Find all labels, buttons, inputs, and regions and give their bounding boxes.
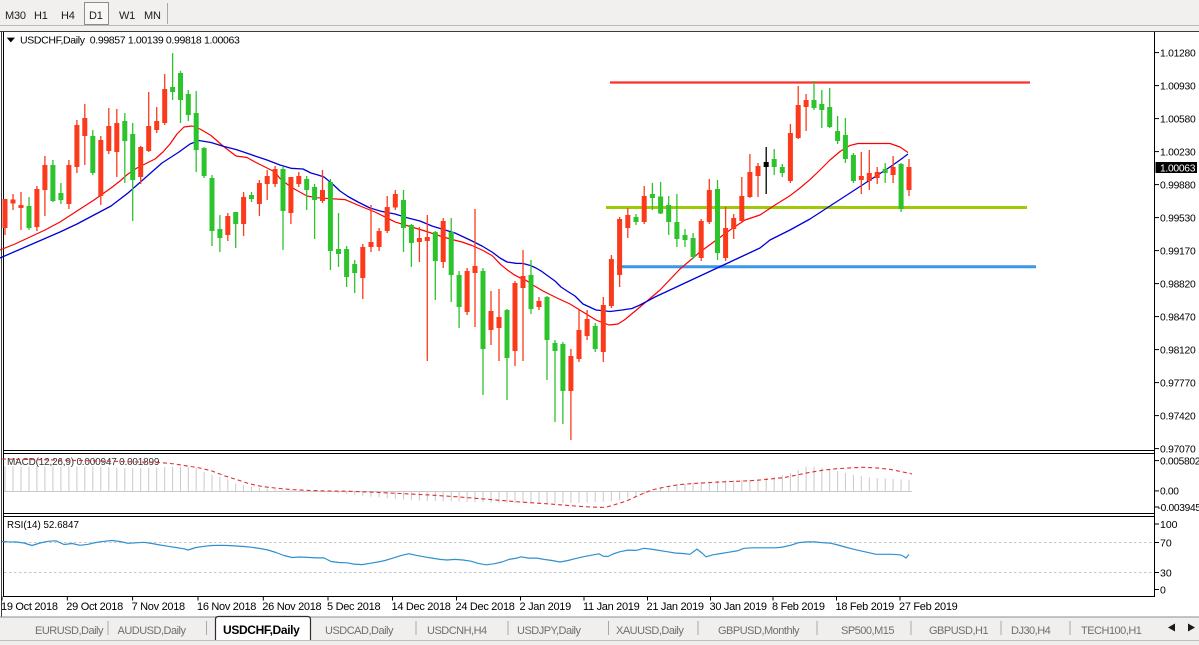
svg-text:1.00230: 1.00230: [1160, 147, 1196, 158]
svg-text:USDCAD,Daily: USDCAD,Daily: [325, 625, 394, 637]
svg-text:5 Dec 2018: 5 Dec 2018: [327, 601, 380, 613]
svg-text:H4: H4: [61, 10, 75, 22]
svg-text:0.97420: 0.97420: [1160, 411, 1196, 422]
svg-text:DJ30,H4: DJ30,H4: [1011, 625, 1051, 637]
svg-text:GBPUSD,H1: GBPUSD,H1: [929, 625, 988, 637]
svg-text:0.97770: 0.97770: [1160, 378, 1196, 389]
svg-text:MACD(12,26,9) 0.000947 0.00189: MACD(12,26,9) 0.000947 0.001899: [7, 457, 160, 468]
svg-text:27 Feb 2019: 27 Feb 2019: [899, 601, 958, 613]
svg-text:XAUUSD,Daily: XAUUSD,Daily: [616, 625, 684, 637]
svg-text:1.00063: 1.00063: [1160, 163, 1196, 174]
svg-text:0.005802: 0.005802: [1160, 456, 1199, 467]
svg-text:GBPUSD,Monthly: GBPUSD,Monthly: [718, 625, 800, 637]
svg-text:SP500,M15: SP500,M15: [841, 625, 894, 637]
svg-text:18 Feb 2019: 18 Feb 2019: [836, 601, 895, 613]
svg-text:30: 30: [1160, 567, 1172, 579]
svg-text:MN: MN: [144, 10, 161, 22]
svg-text:7 Nov 2018: 7 Nov 2018: [132, 601, 185, 613]
svg-text:30 Jan 2019: 30 Jan 2019: [710, 601, 767, 613]
svg-text:24 Dec 2018: 24 Dec 2018: [456, 601, 515, 613]
svg-text:H1: H1: [34, 10, 48, 22]
svg-text:USDCHF,Daily: USDCHF,Daily: [223, 623, 300, 637]
svg-text:D1: D1: [89, 10, 103, 22]
svg-text:2 Jan 2019: 2 Jan 2019: [520, 601, 572, 613]
svg-text:8 Feb 2019: 8 Feb 2019: [772, 601, 825, 613]
svg-text:TECH100,H1: TECH100,H1: [1081, 625, 1142, 637]
svg-text:11 Jan 2019: 11 Jan 2019: [583, 601, 640, 613]
svg-text:0.00: 0.00: [1160, 487, 1179, 498]
svg-text:-0.003945: -0.003945: [1158, 503, 1199, 514]
svg-text:EURUSD,Daily: EURUSD,Daily: [35, 625, 104, 637]
svg-text:0.98820: 0.98820: [1160, 279, 1196, 290]
svg-text:AUDUSD,Daily: AUDUSD,Daily: [118, 625, 187, 637]
svg-text:0.98470: 0.98470: [1160, 312, 1196, 323]
svg-text:USDJPY,Daily: USDJPY,Daily: [517, 625, 581, 637]
svg-text:0: 0: [1160, 584, 1166, 596]
svg-text:USDCNH,H4: USDCNH,H4: [427, 625, 487, 637]
svg-text:100: 100: [1160, 519, 1178, 531]
svg-text:W1: W1: [119, 10, 135, 22]
svg-text:0.99530: 0.99530: [1160, 213, 1196, 224]
svg-text:21 Jan 2019: 21 Jan 2019: [647, 601, 704, 613]
svg-text:14 Dec 2018: 14 Dec 2018: [392, 601, 451, 613]
svg-text:0.98120: 0.98120: [1160, 345, 1196, 356]
svg-text:1.01280: 1.01280: [1160, 48, 1196, 59]
svg-text:0.99170: 0.99170: [1160, 246, 1196, 257]
svg-text:0.99880: 0.99880: [1160, 180, 1196, 191]
svg-text:USDCHF,Daily 0.99857 1.00139: USDCHF,Daily 0.99857 1.00139 0.99818 1.0…: [20, 35, 240, 47]
svg-text:M30: M30: [5, 10, 26, 22]
svg-text:19 Oct 2018: 19 Oct 2018: [1, 601, 58, 613]
svg-text:1.00580: 1.00580: [1160, 114, 1196, 125]
svg-text:RSI(14) 52.6847: RSI(14) 52.6847: [7, 520, 79, 531]
svg-text:29 Oct 2018: 29 Oct 2018: [66, 601, 123, 613]
svg-text:0.97070: 0.97070: [1160, 444, 1196, 455]
svg-text:70: 70: [1160, 537, 1172, 549]
svg-text:16 Nov 2018: 16 Nov 2018: [197, 601, 256, 613]
svg-text:26 Nov 2018: 26 Nov 2018: [262, 601, 321, 613]
svg-text:1.00930: 1.00930: [1160, 81, 1196, 92]
